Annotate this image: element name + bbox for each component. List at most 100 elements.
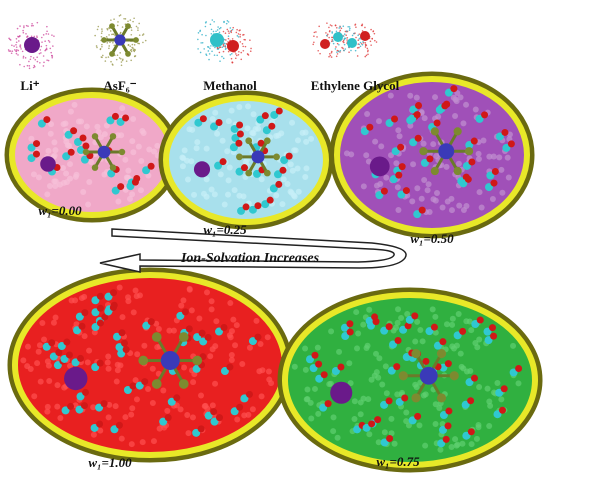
oxygen	[415, 101, 423, 109]
dot	[130, 48, 133, 51]
carbon	[261, 200, 270, 209]
dot	[225, 47, 227, 50]
dot	[335, 46, 337, 48]
dot	[188, 158, 195, 165]
carbon	[280, 156, 289, 165]
dot	[510, 342, 517, 349]
dot	[372, 350, 379, 357]
panel-label: w₁=0.75	[376, 454, 420, 469]
oxygen	[430, 323, 438, 331]
dot	[11, 50, 14, 53]
dot	[28, 67, 31, 70]
oxygen	[401, 394, 409, 402]
dot	[336, 348, 343, 355]
fluorine	[464, 147, 474, 156]
carbon	[397, 190, 406, 199]
dot	[294, 165, 301, 172]
oxygen	[433, 119, 441, 127]
carbon	[91, 308, 100, 317]
carbon	[437, 439, 446, 448]
dot	[181, 364, 188, 371]
oxygen	[268, 122, 276, 130]
dot	[344, 48, 347, 50]
dot	[78, 118, 85, 125]
dot	[185, 430, 192, 437]
dot	[130, 149, 137, 156]
dot	[141, 342, 148, 349]
dot	[459, 440, 466, 447]
dot	[41, 336, 48, 343]
dot	[239, 35, 241, 38]
oxygen	[445, 407, 453, 415]
dot	[48, 41, 51, 43]
dot	[190, 379, 197, 386]
oxygen	[226, 363, 234, 371]
dot	[498, 396, 505, 403]
carbon	[142, 166, 151, 175]
dot	[225, 118, 232, 125]
dot	[86, 179, 93, 186]
dot	[335, 55, 338, 58]
dot	[212, 30, 215, 33]
dot	[194, 139, 201, 146]
dot	[114, 132, 121, 139]
dot	[256, 368, 263, 375]
dot	[221, 201, 228, 208]
oxygen	[65, 351, 73, 359]
carbon	[142, 321, 151, 330]
oxygen	[199, 115, 207, 123]
dot	[387, 92, 394, 99]
dot	[80, 189, 87, 196]
dot	[119, 105, 126, 112]
dot	[146, 146, 153, 153]
dot	[101, 56, 103, 59]
oxygen	[245, 390, 253, 398]
oxygen	[488, 324, 496, 332]
dot	[23, 65, 25, 68]
dot	[21, 50, 24, 53]
dot	[223, 20, 225, 23]
carbon	[76, 392, 85, 401]
dot	[25, 32, 27, 35]
dot	[59, 165, 66, 172]
dot	[20, 48, 22, 50]
atom	[333, 32, 343, 42]
oxygen	[96, 359, 104, 367]
dot	[95, 129, 102, 136]
oxygen	[501, 128, 509, 136]
carbon	[113, 332, 122, 341]
dot	[364, 110, 371, 117]
dot	[7, 49, 10, 51]
oxygen	[498, 406, 506, 414]
dot	[255, 125, 262, 132]
dot	[349, 27, 351, 30]
dot	[130, 26, 133, 29]
panel	[329, 71, 535, 239]
dot	[222, 57, 225, 60]
oxygen	[422, 357, 430, 365]
carbon	[270, 110, 279, 119]
oxygen	[80, 402, 88, 410]
dot	[134, 351, 141, 358]
dot	[381, 429, 388, 436]
dot	[303, 165, 310, 172]
dot	[133, 44, 136, 46]
dot	[376, 355, 383, 362]
dot	[204, 22, 207, 24]
dot	[343, 33, 346, 35]
dot	[373, 182, 380, 189]
dot	[26, 64, 29, 67]
arsenic	[438, 143, 455, 160]
oxygen	[43, 116, 51, 124]
carbon	[135, 381, 144, 390]
dot	[346, 39, 348, 41]
dot	[437, 446, 444, 453]
dot	[407, 122, 414, 129]
carbon	[331, 367, 340, 376]
arsenic	[114, 34, 126, 46]
dot	[490, 153, 497, 160]
dot	[379, 381, 386, 388]
dot	[128, 441, 135, 448]
dot	[212, 380, 219, 387]
dot	[395, 207, 402, 214]
